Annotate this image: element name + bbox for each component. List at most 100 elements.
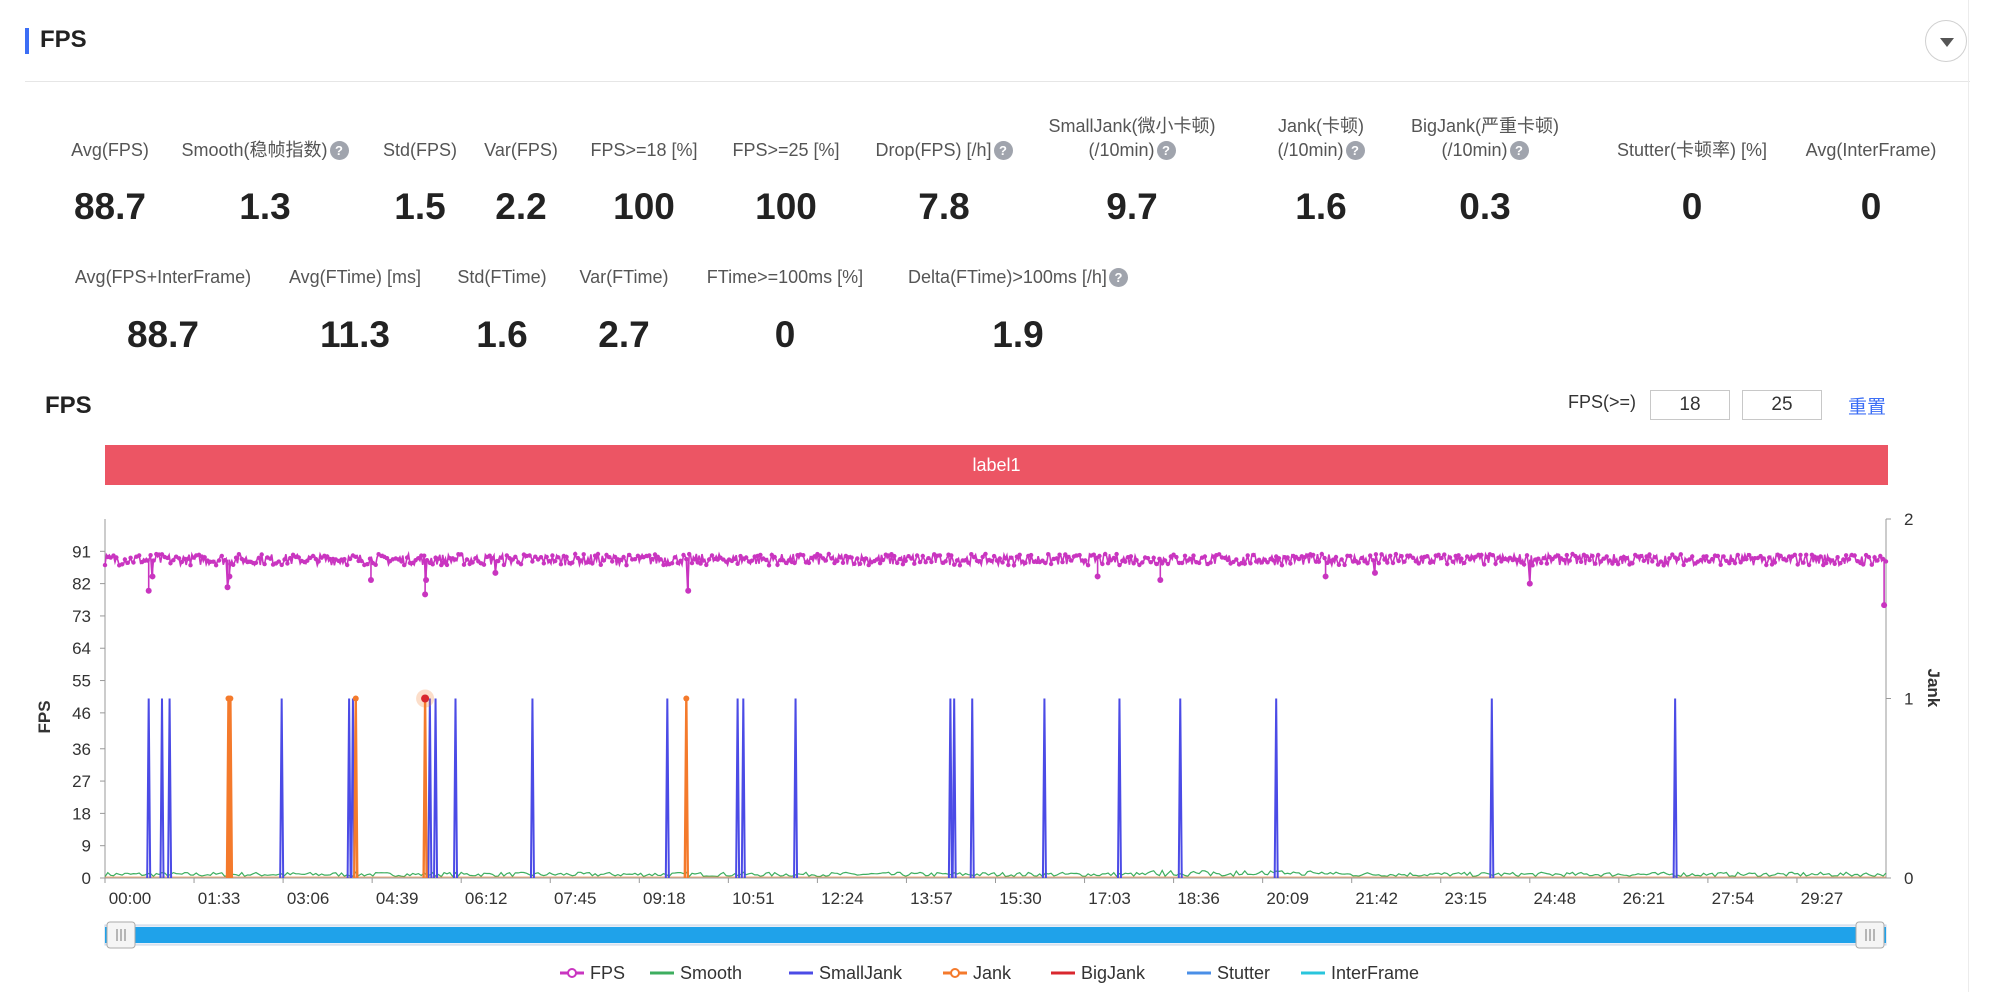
fps-dip-point[interactable] xyxy=(1526,580,1533,587)
metric-value: 88.7 xyxy=(126,314,199,355)
smalljank-spike[interactable] xyxy=(1116,698,1122,879)
legend-label-jank[interactable]: Jank xyxy=(973,963,1012,983)
smalljank-spike[interactable] xyxy=(159,698,165,879)
fps-point xyxy=(669,561,675,566)
smalljank-spike[interactable] xyxy=(735,698,741,879)
help-icon[interactable]: ? xyxy=(1345,141,1365,160)
fps-point xyxy=(119,562,125,567)
zoom-slider-range[interactable] xyxy=(105,927,1886,943)
fps-dip-point[interactable] xyxy=(422,591,429,598)
fps-point xyxy=(1336,562,1342,567)
fps-point xyxy=(1564,552,1570,558)
smalljank-spike[interactable] xyxy=(1672,698,1678,879)
fps-point xyxy=(550,553,555,558)
smalljank-spike[interactable] xyxy=(1273,698,1279,879)
smalljank-spike[interactable] xyxy=(433,698,439,879)
fps-dip-point[interactable] xyxy=(1322,573,1329,580)
fps-point xyxy=(481,562,487,567)
help-icon[interactable]: ? xyxy=(1509,141,1529,160)
fps-dip-point[interactable] xyxy=(685,587,692,594)
label-band[interactable]: label1 xyxy=(105,445,1888,485)
fps-point xyxy=(504,553,509,558)
fps-point xyxy=(1567,558,1572,563)
smalljank-spike[interactable] xyxy=(947,698,953,879)
smalljank-spike[interactable] xyxy=(146,698,152,879)
fps-point xyxy=(1154,561,1159,567)
fps-threshold-high-input[interactable] xyxy=(1742,390,1822,420)
fps-point xyxy=(601,558,606,563)
fps-point xyxy=(1544,561,1550,566)
y-left-tick-label: 55 xyxy=(72,672,91,691)
smalljank-spike[interactable] xyxy=(453,698,459,879)
fps-chart[interactable]: 0 9 18 27 36 46 55 64 73 82 91 0 1 2 00:00 01:33 03:06 04… xyxy=(0,495,1995,992)
fps-point xyxy=(430,562,435,567)
jank-spike[interactable] xyxy=(353,698,359,879)
page-scrollbar-track[interactable] xyxy=(1968,0,1969,992)
fps-point xyxy=(892,553,897,559)
fps-point xyxy=(1248,561,1253,566)
fps-dip-point[interactable] xyxy=(423,577,430,584)
legend-label-bigjank[interactable]: BigJank xyxy=(1081,963,1146,983)
fps-point xyxy=(840,560,846,565)
fps-dip-point[interactable] xyxy=(145,587,152,594)
fps-point xyxy=(1134,558,1139,563)
help-icon[interactable]: ? xyxy=(993,141,1013,160)
fps-point xyxy=(829,556,834,561)
fps-dip-point[interactable] xyxy=(367,577,374,584)
fps-dip-point[interactable] xyxy=(492,569,499,576)
fps-dip-point[interactable] xyxy=(1881,602,1888,609)
legend-label-stutter[interactable]: Stutter xyxy=(1217,963,1270,983)
jank-point[interactable] xyxy=(352,695,359,702)
smalljank-spike[interactable] xyxy=(427,698,433,879)
smalljank-spike[interactable] xyxy=(793,698,799,879)
smalljank-spike[interactable] xyxy=(1041,698,1047,879)
fps-point xyxy=(1145,556,1151,561)
fps-dip-point[interactable] xyxy=(1094,573,1101,580)
legend-label-fps[interactable]: FPS xyxy=(590,963,625,983)
fps-threshold-low-input[interactable] xyxy=(1650,390,1730,420)
metric-label-unit: (/10min)? xyxy=(1335,138,1635,162)
help-icon[interactable]: ? xyxy=(1108,268,1128,287)
smalljank-spike[interactable] xyxy=(346,698,352,879)
fps-point xyxy=(1641,558,1647,563)
fps-dip-point[interactable] xyxy=(149,573,156,580)
fps-dip-point[interactable] xyxy=(1157,577,1164,584)
collapse-button[interactable] xyxy=(1925,20,1967,62)
x-tick-label: 13:57 xyxy=(910,889,953,908)
jank-spike[interactable] xyxy=(422,698,428,879)
fps-point xyxy=(1348,553,1353,559)
fps-dip-point[interactable] xyxy=(1371,569,1378,576)
smalljank-spike[interactable] xyxy=(951,698,957,879)
jank-spike[interactable] xyxy=(683,698,690,879)
fps-point xyxy=(1707,559,1712,564)
reset-link[interactable]: 重置 xyxy=(1848,397,1887,418)
legend-label-smalljank[interactable]: SmallJank xyxy=(819,963,903,983)
smalljank-spike[interactable] xyxy=(529,698,535,879)
fps-dip-point[interactable] xyxy=(226,573,233,580)
smalljank-spike[interactable] xyxy=(1489,698,1495,879)
jank-point[interactable] xyxy=(683,695,690,702)
fps-point xyxy=(501,562,507,568)
smalljank-spike[interactable] xyxy=(167,698,173,879)
fps-point xyxy=(672,555,678,560)
metric-value: 1.9 xyxy=(992,314,1044,355)
fps-point xyxy=(1262,557,1268,562)
help-icon[interactable]: ? xyxy=(329,141,349,160)
fps-point xyxy=(732,556,737,562)
smalljank-spike[interactable] xyxy=(969,698,975,879)
smalljank-spike[interactable] xyxy=(740,698,746,879)
jank-point[interactable] xyxy=(227,695,234,702)
fps-point xyxy=(1288,561,1293,566)
fps-dip-point[interactable] xyxy=(224,584,231,591)
legend-label-smooth[interactable]: Smooth xyxy=(680,963,742,983)
smalljank-spike[interactable] xyxy=(1177,698,1183,879)
fps-point xyxy=(533,554,538,559)
fps-point xyxy=(681,552,686,558)
smalljank-spike[interactable] xyxy=(664,698,670,879)
fps-point xyxy=(909,556,914,561)
legend-label-interframe[interactable]: InterFrame xyxy=(1331,963,1419,983)
help-icon[interactable]: ? xyxy=(1156,141,1176,160)
highlight-point[interactable] xyxy=(421,694,430,703)
fps-point xyxy=(439,562,444,568)
smalljank-spike[interactable] xyxy=(279,698,285,879)
